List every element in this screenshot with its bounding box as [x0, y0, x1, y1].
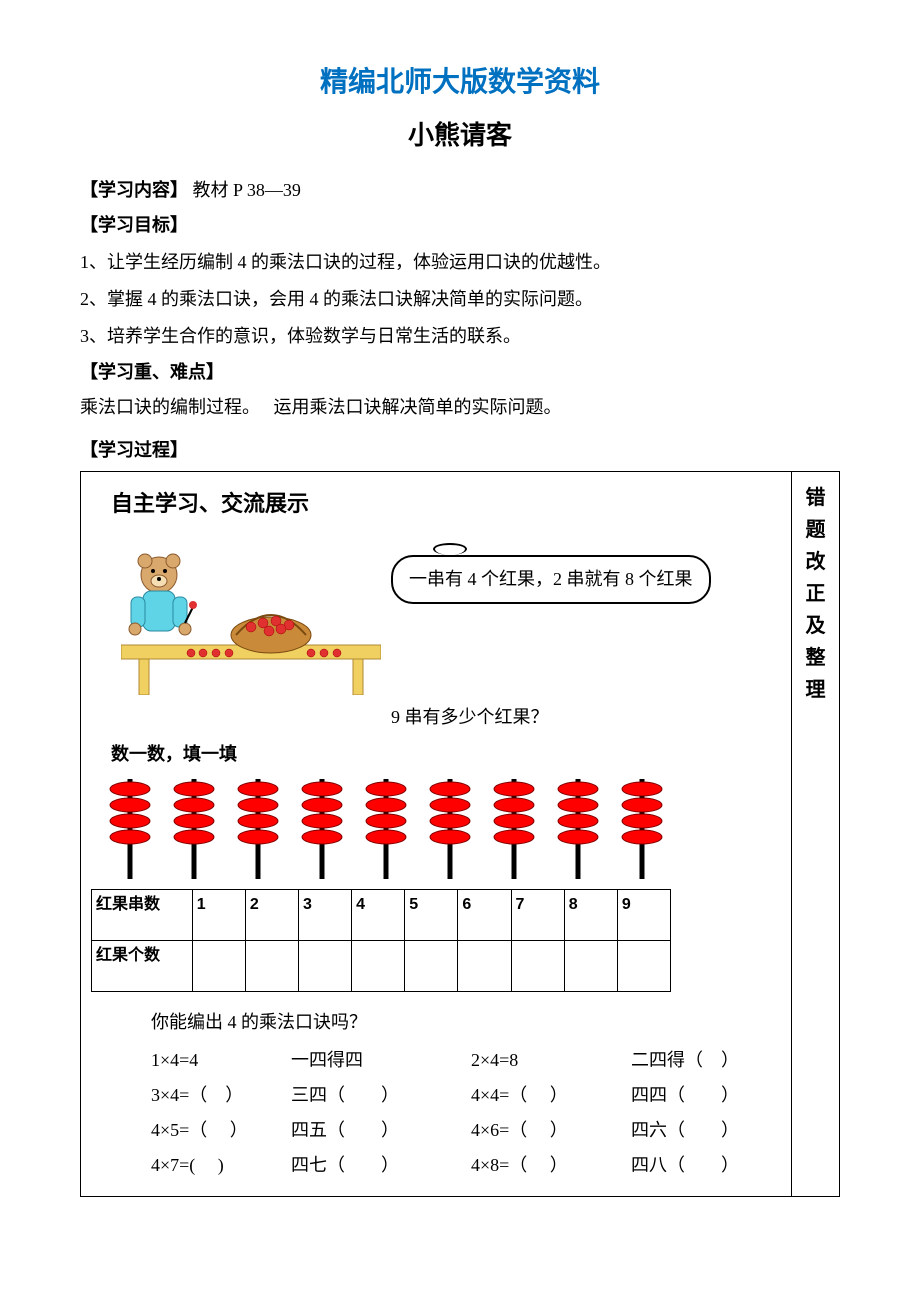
- koujue-eq: 4×8=（ ）: [471, 1151, 631, 1180]
- koujue-word: 四五（ ）: [291, 1116, 471, 1145]
- koujue-question: 你能编出 4 的乘法口诀吗？: [151, 1008, 781, 1037]
- koujue-word: 四八（ ）: [631, 1151, 781, 1180]
- table-row: 红果串数 1 2 3 4 5 6 7 8 9: [92, 889, 671, 940]
- goal-label: 【学习目标】: [80, 211, 840, 240]
- cell[interactable]: [352, 940, 405, 991]
- cell[interactable]: [192, 940, 245, 991]
- corrections-header: 错题改正及整理: [792, 471, 840, 1196]
- title-sub: 小熊请客: [80, 115, 840, 157]
- goal-2: 2、掌握 4 的乘法口诀，会用 4 的乘法口诀解决简单的实际问题。: [80, 285, 840, 314]
- fruit-stick-icon: [617, 771, 667, 881]
- row1-label: 红果串数: [92, 889, 193, 940]
- process-label: 【学习过程】: [80, 436, 840, 465]
- cell[interactable]: [405, 940, 458, 991]
- cell: 1: [192, 889, 245, 940]
- koujue-row: 1×4=4一四得四2×4=8二四得（ ）: [151, 1046, 781, 1075]
- worksheet-left: 自主学习、交流展示: [81, 471, 792, 1196]
- koujue-word: 三四（ ）: [291, 1081, 471, 1110]
- koujue-word: 四四（ ）: [631, 1081, 781, 1110]
- koujue-word: 二四得（ ）: [631, 1046, 781, 1075]
- fruit-stick-icon: [105, 771, 155, 881]
- cell: 4: [352, 889, 405, 940]
- keypoint-label: 【学习重、难点】: [80, 358, 840, 387]
- koujue-word: 四七（ ）: [291, 1151, 471, 1180]
- title-main: 精编北师大版数学资料: [80, 60, 840, 105]
- cell[interactable]: [298, 940, 351, 991]
- fruit-stick-icon: [169, 771, 219, 881]
- koujue-eq: 2×4=8: [471, 1046, 631, 1075]
- koujue-eq: 4×6=（ ）: [471, 1116, 631, 1145]
- cell[interactable]: [458, 940, 511, 991]
- worksheet-table: 自主学习、交流展示: [80, 471, 840, 1197]
- cell: 6: [458, 889, 511, 940]
- goal-1: 1、让学生经历编制 4 的乘法口诀的过程，体验运用口诀的优越性。: [80, 248, 840, 277]
- content-label: 【学习内容】: [80, 180, 188, 200]
- koujue-row: 4×5=（ ）四五（ ）4×6=（ ）四六（ ）: [151, 1116, 781, 1145]
- fruit-stick-icon: [553, 771, 603, 881]
- fruit-stick-icon: [361, 771, 411, 881]
- keypoint-text: 乘法口诀的编制过程。 运用乘法口诀解决简单的实际问题。: [80, 393, 840, 422]
- koujue-word: 一四得四: [291, 1046, 471, 1075]
- cell[interactable]: [617, 940, 670, 991]
- speech-bubble: 一串有 4 个红果，2 串就有 8 个红果: [391, 555, 711, 604]
- cell[interactable]: [511, 940, 564, 991]
- cell: 7: [511, 889, 564, 940]
- koujue-eq: 4×4=（ ）: [471, 1081, 631, 1110]
- fruit-stick-icon: [425, 771, 475, 881]
- cell[interactable]: [245, 940, 298, 991]
- koujue-row: 4×7=( )四七（ ）4×8=（ ）四八（ ）: [151, 1151, 781, 1180]
- fruit-sticks: [105, 771, 781, 881]
- cell: 2: [245, 889, 298, 940]
- cell: 9: [617, 889, 670, 940]
- question-text: 9 串有多少个红果？: [391, 703, 781, 732]
- cell: 8: [564, 889, 617, 940]
- cell[interactable]: [564, 940, 617, 991]
- fruit-stick-icon: [489, 771, 539, 881]
- row2-label: 红果个数: [92, 940, 193, 991]
- koujue-block: 你能编出 4 的乘法口诀吗？ 1×4=4一四得四2×4=8二四得（ ） 3×4=（…: [151, 1008, 781, 1180]
- fruit-count-table: 红果串数 1 2 3 4 5 6 7 8 9 红果个数: [91, 889, 671, 992]
- cell: 5: [405, 889, 458, 940]
- section-heading: 自主学习、交流展示: [111, 486, 781, 521]
- table-row: 红果个数: [92, 940, 671, 991]
- fruit-stick-icon: [297, 771, 347, 881]
- koujue-eq: 4×7=( ): [151, 1151, 291, 1180]
- bear-scene: 一串有 4 个红果，2 串就有 8 个红果: [121, 535, 781, 695]
- koujue-word: 四六（ ）: [631, 1116, 781, 1145]
- koujue-row: 3×4=（ ）三四（ ）4×4=（ ）四四（ ）: [151, 1081, 781, 1110]
- fruit-stick-icon: [233, 771, 283, 881]
- koujue-eq: 1×4=4: [151, 1046, 291, 1075]
- content-text: 教材 P 38—39: [193, 180, 301, 200]
- bear-illustration: [121, 535, 381, 695]
- goal-3: 3、培养学生合作的意识，体验数学与日常生活的联系。: [80, 322, 840, 351]
- koujue-eq: 4×5=（ ）: [151, 1116, 291, 1145]
- cell: 3: [298, 889, 351, 940]
- koujue-eq: 3×4=（ ）: [151, 1081, 291, 1110]
- count-title: 数一数，填一填: [111, 740, 781, 769]
